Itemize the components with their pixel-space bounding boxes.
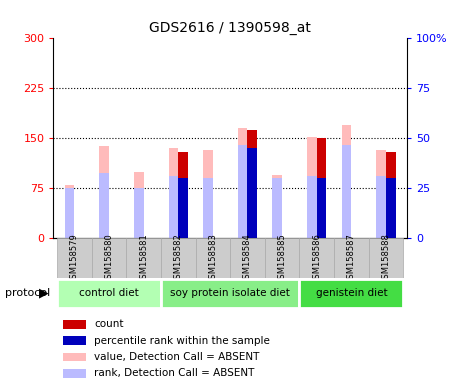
Text: soy protein isolate diet: soy protein isolate diet xyxy=(170,288,290,298)
Bar xyxy=(63,369,86,377)
Bar xyxy=(317,138,326,238)
Bar xyxy=(126,238,161,278)
FancyBboxPatch shape xyxy=(57,279,161,308)
Text: GSM158580: GSM158580 xyxy=(105,233,113,284)
Text: GSM158584: GSM158584 xyxy=(243,233,252,284)
Text: GSM158585: GSM158585 xyxy=(278,233,286,284)
Bar xyxy=(342,145,352,238)
Bar xyxy=(168,176,178,238)
Text: GSM158588: GSM158588 xyxy=(382,233,391,284)
Text: ▶: ▶ xyxy=(40,287,49,300)
Bar xyxy=(238,145,247,238)
FancyBboxPatch shape xyxy=(299,279,404,308)
Bar xyxy=(272,175,282,238)
Bar xyxy=(178,152,188,238)
Bar xyxy=(178,178,188,238)
Bar xyxy=(238,128,247,238)
Bar xyxy=(299,238,334,278)
Text: protocol: protocol xyxy=(5,288,50,298)
Bar xyxy=(376,176,386,238)
Bar xyxy=(195,238,230,278)
Text: rank, Detection Call = ABSENT: rank, Detection Call = ABSENT xyxy=(94,368,254,378)
Text: genistein diet: genistein diet xyxy=(316,288,387,298)
Bar xyxy=(230,238,265,278)
Text: value, Detection Call = ABSENT: value, Detection Call = ABSENT xyxy=(94,352,259,362)
Bar xyxy=(203,178,213,238)
Bar xyxy=(99,146,109,238)
Text: percentile rank within the sample: percentile rank within the sample xyxy=(94,336,270,346)
Text: count: count xyxy=(94,319,124,329)
Bar xyxy=(63,353,86,361)
Bar xyxy=(369,238,404,278)
Text: GSM158586: GSM158586 xyxy=(312,233,321,284)
Bar xyxy=(63,336,86,345)
Bar xyxy=(307,176,317,238)
Text: GSM158579: GSM158579 xyxy=(70,233,79,284)
Bar xyxy=(99,173,109,238)
Bar xyxy=(134,172,144,238)
Bar xyxy=(376,150,386,238)
Bar xyxy=(265,238,299,278)
Bar xyxy=(168,148,178,238)
Bar xyxy=(334,238,369,278)
Bar xyxy=(161,238,195,278)
Bar xyxy=(65,185,74,238)
Title: GDS2616 / 1390598_at: GDS2616 / 1390598_at xyxy=(149,21,311,35)
Text: GSM158582: GSM158582 xyxy=(174,233,183,284)
Bar xyxy=(65,188,74,238)
Bar xyxy=(342,125,352,238)
Bar xyxy=(386,152,396,238)
Bar xyxy=(203,150,213,238)
Text: GSM158587: GSM158587 xyxy=(347,233,356,284)
Bar xyxy=(307,137,317,238)
Bar xyxy=(386,178,396,238)
Bar xyxy=(57,238,92,278)
Bar xyxy=(247,130,257,238)
Bar xyxy=(134,188,144,238)
Bar xyxy=(247,148,257,238)
Bar xyxy=(92,238,126,278)
Text: GSM158583: GSM158583 xyxy=(208,233,217,284)
Bar xyxy=(63,320,86,329)
FancyBboxPatch shape xyxy=(161,279,299,308)
Text: GSM158581: GSM158581 xyxy=(139,233,148,284)
Text: control diet: control diet xyxy=(79,288,139,298)
Bar xyxy=(272,178,282,238)
Bar xyxy=(317,178,326,238)
